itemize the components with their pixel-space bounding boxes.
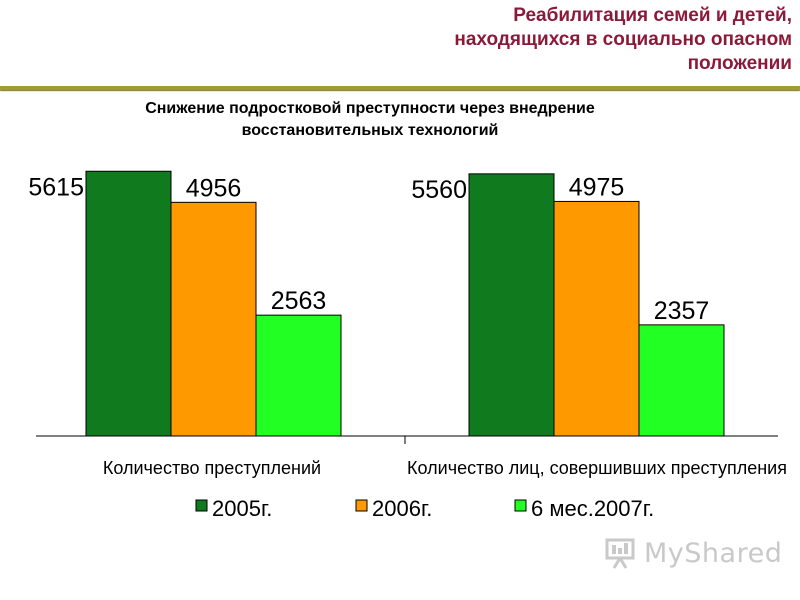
bar-2-1 bbox=[170, 201, 257, 437]
bar-2-2 bbox=[553, 200, 640, 437]
legend-swatch bbox=[195, 499, 208, 512]
legend-label: 2005г. bbox=[212, 496, 272, 521]
data-label: 2357 bbox=[654, 297, 710, 325]
bar-3-1 bbox=[255, 314, 342, 437]
bar-1-2 bbox=[468, 173, 555, 437]
x-tick-label: Количество лиц, совершивших преступления bbox=[407, 458, 787, 478]
data-label: 5615 bbox=[28, 173, 84, 201]
watermark: MyShared bbox=[604, 535, 782, 571]
data-label: 4956 bbox=[186, 174, 242, 202]
legend-label: 2006г. bbox=[372, 496, 432, 521]
chart-title: Снижение подростковой преступности через… bbox=[60, 98, 680, 142]
watermark-text: MyShared bbox=[644, 537, 783, 569]
title-divider bbox=[0, 86, 800, 90]
legend-swatch bbox=[514, 499, 527, 512]
chart-title-line-2: восстановительных технологий bbox=[241, 122, 499, 139]
legend-label: 6 мес.2007г. bbox=[531, 496, 654, 521]
presentation-board-icon bbox=[605, 538, 635, 569]
data-label: 5560 bbox=[411, 176, 467, 204]
slide-title-line-3: положении bbox=[687, 53, 792, 74]
legend-swatch bbox=[355, 499, 368, 512]
x-tick-label: Количество преступлений bbox=[103, 458, 321, 478]
bar-3-2 bbox=[638, 324, 725, 437]
slide-title-line-1: Реабилитация семей и детей, bbox=[513, 5, 792, 26]
chart-title-line-1: Снижение подростковой преступности через… bbox=[145, 100, 595, 117]
bar-1-1 bbox=[85, 170, 172, 437]
data-label: 4975 bbox=[569, 173, 625, 201]
data-label: 2563 bbox=[271, 287, 327, 315]
slide-title-line-2: находящихся в социально опасном bbox=[454, 29, 792, 50]
slide-title: Реабилитация семей и детей, находящихся … bbox=[232, 4, 792, 76]
